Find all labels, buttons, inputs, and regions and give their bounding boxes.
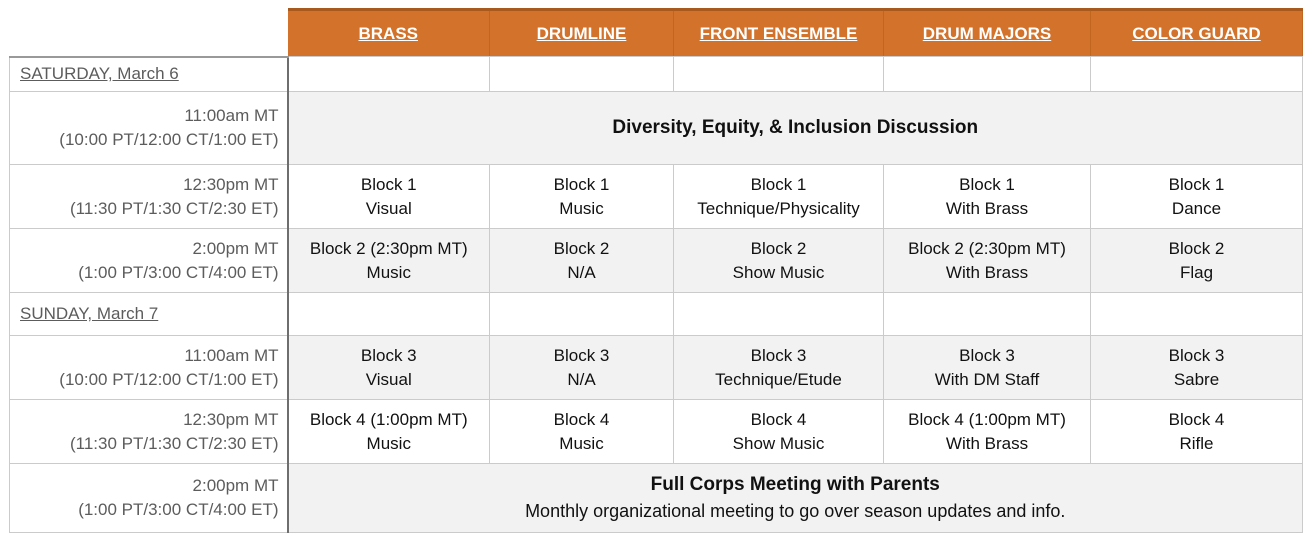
session-row-full-corps: 2:00pm MT (1:00 PT/3:00 CT/4:00 ET) Full… bbox=[9, 463, 1303, 533]
cell-block1-drumline: Block 1 Music bbox=[489, 164, 674, 229]
cell-block2-color-guard: Block 2 Flag bbox=[1090, 228, 1303, 293]
day-row-saturday: SATURDAY, March 6 bbox=[9, 56, 1303, 92]
cell-block2-drum-majors: Block 2 (2:30pm MT) With Brass bbox=[883, 228, 1091, 293]
column-header-drumline: DRUMLINE bbox=[489, 8, 674, 57]
cell-block1-front-ensemble: Block 1 Technique/Physicality bbox=[673, 164, 884, 229]
cell-block4-drumline: Block 4 Music bbox=[489, 399, 674, 464]
time-cell-full-corps: 2:00pm MT (1:00 PT/3:00 CT/4:00 ET) bbox=[9, 463, 289, 533]
cell-block2-brass: Block 2 (2:30pm MT) Music bbox=[287, 228, 490, 293]
time-zones: (10:00 PT/12:00 CT/1:00 ET) bbox=[59, 130, 279, 149]
time-primary: 11:00am MT bbox=[184, 345, 279, 365]
column-header-drum-majors: DRUM MAJORS bbox=[883, 8, 1091, 57]
session-row-block2: 2:00pm MT (1:00 PT/3:00 CT/4:00 ET) Bloc… bbox=[9, 228, 1303, 293]
full-corps-subtitle: Monthly organizational meeting to go ove… bbox=[525, 501, 1066, 521]
empty-cell bbox=[489, 292, 674, 336]
cell-block3-drumline: Block 3 N/A bbox=[489, 335, 674, 400]
cell-block4-brass: Block 4 (1:00pm MT) Music bbox=[287, 399, 490, 464]
day-row-sunday: SUNDAY, March 7 bbox=[9, 292, 1303, 336]
corner-cell bbox=[9, 9, 288, 58]
column-header-brass: BRASS bbox=[287, 8, 490, 57]
session-row-dei: 11:00am MT (10:00 PT/12:00 CT/1:00 ET) D… bbox=[9, 91, 1303, 165]
column-header-front-ensemble: FRONT ENSEMBLE bbox=[673, 8, 884, 57]
column-header-color-guard: COLOR GUARD bbox=[1090, 8, 1303, 57]
time-cell-block2: 2:00pm MT (1:00 PT/3:00 CT/4:00 ET) bbox=[9, 228, 289, 293]
time-primary: 12:30pm MT bbox=[183, 174, 279, 194]
cell-block2-drumline: Block 2 N/A bbox=[489, 228, 674, 293]
cell-block4-color-guard: Block 4 Rifle bbox=[1090, 399, 1303, 464]
merged-cell-dei: Diversity, Equity, & Inclusion Discussio… bbox=[287, 91, 1303, 165]
session-row-block3: 11:00am MT (10:00 PT/12:00 CT/1:00 ET) B… bbox=[9, 335, 1303, 400]
empty-cell bbox=[1090, 292, 1303, 336]
time-cell-dei: 11:00am MT (10:00 PT/12:00 CT/1:00 ET) bbox=[9, 91, 289, 165]
empty-cell bbox=[489, 56, 674, 92]
cell-block1-color-guard: Block 1 Dance bbox=[1090, 164, 1303, 229]
cell-block3-front-ensemble: Block 3 Technique/Etude bbox=[673, 335, 884, 400]
empty-cell bbox=[287, 56, 490, 92]
cell-block3-drum-majors: Block 3 With DM Staff bbox=[883, 335, 1091, 400]
time-zones: (1:00 PT/3:00 CT/4:00 ET) bbox=[78, 262, 279, 282]
time-cell-block1: 12:30pm MT (11:30 PT/1:30 CT/2:30 ET) bbox=[9, 164, 289, 229]
time-zones: (11:30 PT/1:30 CT/2:30 ET) bbox=[70, 433, 279, 453]
time-primary: 12:30pm MT bbox=[183, 409, 279, 429]
time-cell-block4: 12:30pm MT (11:30 PT/1:30 CT/2:30 ET) bbox=[9, 399, 289, 464]
cell-block4-front-ensemble: Block 4 Show Music bbox=[673, 399, 884, 464]
cell-block3-color-guard: Block 3 Sabre bbox=[1090, 335, 1303, 400]
schedule-table: BRASS DRUMLINE FRONT ENSEMBLE DRUM MAJOR… bbox=[9, 8, 1303, 533]
session-row-block4: 12:30pm MT (11:30 PT/1:30 CT/2:30 ET) Bl… bbox=[9, 399, 1303, 464]
day-label-saturday: SATURDAY, March 6 bbox=[9, 56, 289, 92]
empty-cell bbox=[673, 292, 884, 336]
dei-title: Diversity, Equity, & Inclusion Discussio… bbox=[612, 117, 979, 138]
header-row: BRASS DRUMLINE FRONT ENSEMBLE DRUM MAJOR… bbox=[9, 8, 1303, 58]
time-primary: 2:00pm MT bbox=[192, 238, 279, 258]
empty-cell bbox=[1090, 56, 1303, 92]
time-primary: 2:00pm MT bbox=[192, 476, 279, 495]
cell-block3-brass: Block 3 Visual bbox=[287, 335, 490, 400]
cell-block4-drum-majors: Block 4 (1:00pm MT) With Brass bbox=[883, 399, 1091, 464]
empty-cell bbox=[673, 56, 884, 92]
time-zones: (10:00 PT/12:00 CT/1:00 ET) bbox=[59, 369, 279, 389]
time-cell-block3: 11:00am MT (10:00 PT/12:00 CT/1:00 ET) bbox=[9, 335, 289, 400]
full-corps-title: Full Corps Meeting with Parents bbox=[650, 474, 940, 495]
session-row-block1: 12:30pm MT (11:30 PT/1:30 CT/2:30 ET) Bl… bbox=[9, 164, 1303, 229]
time-zones: (11:30 PT/1:30 CT/2:30 ET) bbox=[70, 198, 279, 218]
empty-cell bbox=[287, 292, 490, 336]
empty-cell bbox=[883, 292, 1091, 336]
cell-block1-brass: Block 1 Visual bbox=[287, 164, 490, 229]
day-label-sunday: SUNDAY, March 7 bbox=[9, 292, 289, 336]
merged-cell-full-corps: Full Corps Meeting with Parents Monthly … bbox=[287, 463, 1303, 533]
cell-block1-drum-majors: Block 1 With Brass bbox=[883, 164, 1091, 229]
cell-block2-front-ensemble: Block 2 Show Music bbox=[673, 228, 884, 293]
time-primary: 11:00am MT bbox=[184, 106, 279, 125]
empty-cell bbox=[883, 56, 1091, 92]
time-zones: (1:00 PT/3:00 CT/4:00 ET) bbox=[78, 500, 279, 519]
